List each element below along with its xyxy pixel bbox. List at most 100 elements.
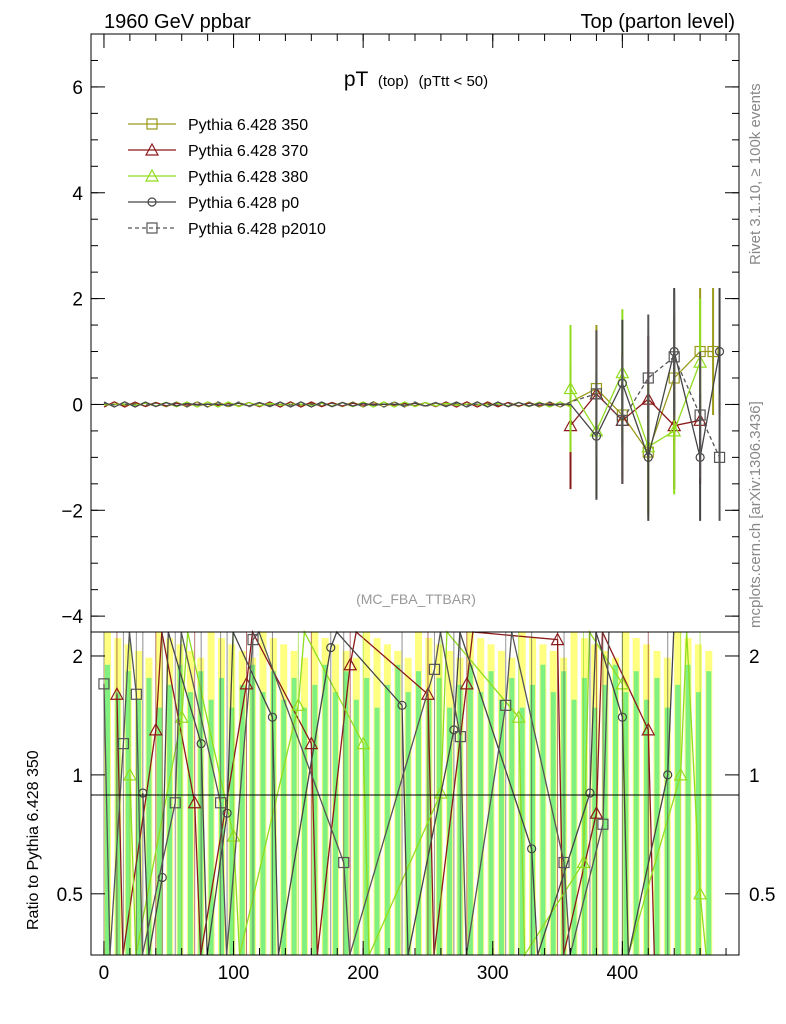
- band-green: [436, 677, 442, 955]
- ratio-line: [142, 630, 675, 956]
- ratio-point: [291, 698, 306, 711]
- ratio-series-3: [98, 630, 610, 956]
- ratio-point: [326, 643, 336, 653]
- band-green: [592, 707, 598, 955]
- band-green: [364, 677, 370, 955]
- band-green: [550, 692, 556, 955]
- rivet-label: Rivet 3.1.10, ≥ 100k events: [747, 83, 764, 265]
- header-left: 1960 GeV ppbar: [104, 11, 251, 33]
- band-green: [644, 699, 650, 955]
- series-3: [103, 288, 725, 521]
- ratio-point: [641, 722, 656, 736]
- main-title: pT (top) (pTtt < 50): [344, 68, 488, 91]
- ratio-point: [130, 688, 142, 700]
- band-green: [353, 699, 359, 955]
- data-point: [667, 423, 682, 437]
- ratio-point: [157, 872, 167, 883]
- ratio-point: [420, 687, 435, 700]
- series-1: [103, 330, 708, 490]
- ratio-point: [597, 818, 609, 830]
- legend-marker: [147, 197, 157, 207]
- ratio-point: [267, 712, 278, 722]
- ratio-point: [117, 738, 130, 750]
- legend-label: Pythia 6.428 p0: [188, 195, 299, 212]
- ratio-point: [215, 797, 227, 809]
- watermark: (MC_FBA_TTBAR): [356, 591, 476, 607]
- data-point: [707, 345, 719, 358]
- y-tick-label: 4: [72, 184, 83, 205]
- band-green: [177, 664, 183, 955]
- data-point: [642, 372, 654, 384]
- band-green: [416, 671, 421, 955]
- band-green: [571, 699, 577, 955]
- ratio-point: [343, 657, 358, 671]
- band-green: [405, 692, 411, 955]
- band-green: [312, 684, 318, 955]
- main-panel: −4 −2 0 2 4 6 pT (top) (pTtt < 50) (MC_FBA_TT…: [61, 33, 740, 633]
- y-tick-label: −2: [61, 501, 83, 522]
- ratio-point: [148, 722, 163, 736]
- band-green: [146, 677, 152, 955]
- y-tick-label: 0: [72, 395, 83, 416]
- band-green: [384, 684, 390, 955]
- ratio-point: [196, 739, 206, 749]
- ratio-line: [129, 629, 707, 958]
- band-green: [695, 692, 701, 955]
- ratio-point: [169, 797, 181, 809]
- band-green: [291, 677, 297, 955]
- ratio-point: [397, 700, 407, 710]
- band-green: [540, 664, 546, 955]
- band-green: [467, 664, 473, 955]
- band-green: [498, 699, 504, 955]
- ratio-point: [247, 634, 259, 646]
- band-green: [530, 684, 536, 955]
- ratio-ylabel: Ratio to Pythia 6.428 350: [25, 750, 42, 930]
- legend-marker: [144, 168, 160, 182]
- band-green: [281, 699, 287, 955]
- legend-label: Pythia 6.428 350: [188, 117, 308, 134]
- ratio-point: [617, 712, 627, 722]
- band-green: [612, 664, 618, 955]
- ratio-y-label: 0.5: [57, 885, 83, 906]
- x-tick-label: 200: [347, 963, 379, 984]
- ratio-point: [550, 632, 565, 646]
- ratio-y-label-right: 0.5: [749, 885, 775, 906]
- data-point: [713, 451, 726, 463]
- ratio-series-0: [109, 629, 656, 956]
- band-green: [322, 664, 328, 955]
- ratio-y-label: 2: [72, 647, 83, 668]
- data-point: [643, 452, 653, 462]
- band-green: [167, 684, 173, 955]
- band-green: [478, 692, 484, 955]
- data-point: [590, 388, 603, 400]
- ratio-y-label: 1: [72, 766, 83, 787]
- band-green: [426, 699, 432, 955]
- ratio-point: [187, 795, 202, 809]
- ratio-point: [338, 856, 350, 869]
- band-green: [104, 664, 110, 955]
- band-green: [333, 692, 339, 955]
- ratio-point: [356, 736, 371, 750]
- mcplots-label: mcplots.cern.ch [arXiv:1306.3436]: [747, 401, 764, 628]
- legend: Pythia 6.428 350 Pythia 6.428 370 Pythia 6…: [128, 117, 326, 238]
- band-green: [301, 707, 307, 955]
- x-tick-label: 300: [477, 963, 509, 984]
- ratio-point: [222, 808, 232, 818]
- band-green: [488, 671, 494, 955]
- ratio-point: [527, 844, 537, 854]
- main-title-sub1: (top): [378, 73, 409, 90]
- legend-marker: [144, 142, 160, 156]
- data-point: [694, 409, 706, 421]
- legend-marker: [146, 222, 158, 234]
- band-green: [685, 664, 691, 955]
- y-tick-label: 2: [72, 290, 83, 311]
- series-line: [103, 355, 721, 458]
- band-green: [633, 671, 639, 955]
- band-green: [187, 692, 193, 955]
- main-series: [103, 288, 726, 521]
- ratio-point: [98, 678, 110, 690]
- legend-label: Pythia 6.428 p2010: [188, 221, 326, 238]
- main-y-ticks: −4 −2 0 2 4 6: [61, 33, 739, 628]
- x-tick-label: 0: [99, 963, 110, 984]
- ratio-point: [673, 767, 688, 781]
